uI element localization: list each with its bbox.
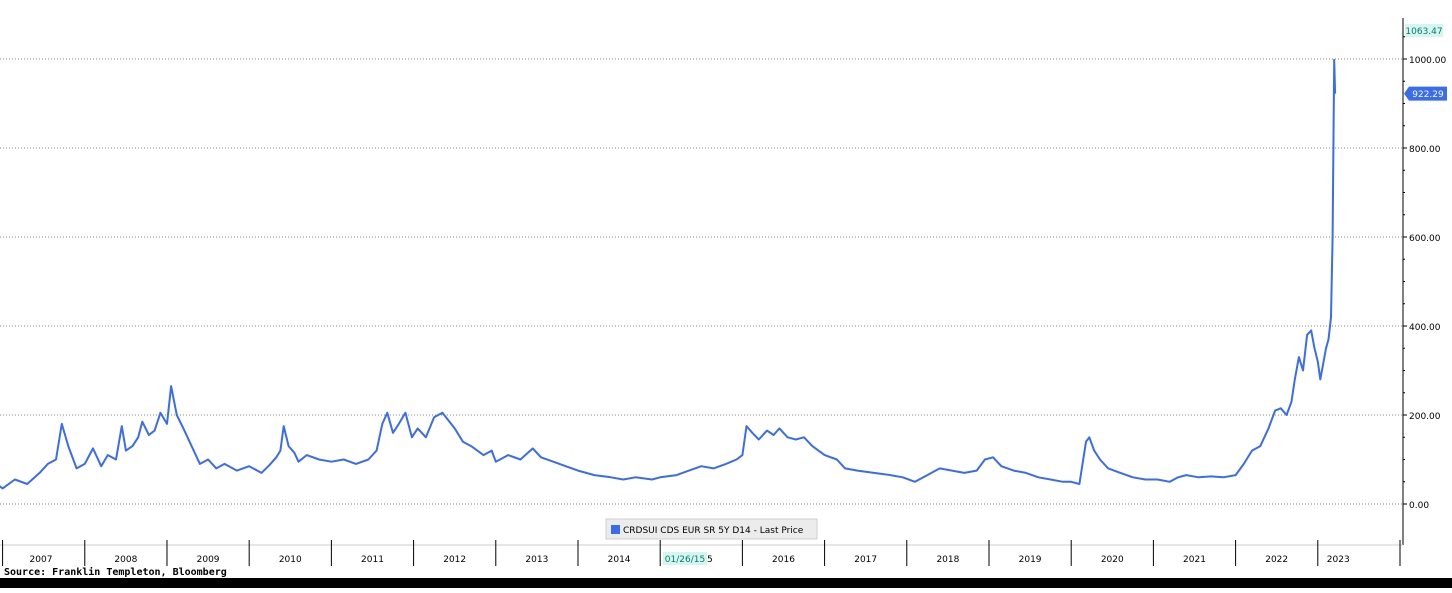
y-tick-label: 800.00 [1409,145,1441,155]
x-tick-label: 2014 [608,555,631,565]
bottom-rule [0,578,1452,588]
y-tick-label: 200.00 [1409,412,1441,422]
x-tick-label: 2017 [854,555,877,565]
x-tick-label: 2022 [1265,555,1288,565]
x-tick-label: 2010 [279,555,302,565]
x-tick-label: 2020 [1101,555,1124,565]
last-value-marker [1404,86,1447,101]
x-tick-label: 2011 [361,555,384,565]
x-tick-label: 2018 [936,555,959,565]
top-value-label: 1063.47 [1405,27,1442,37]
x-tick-label: 2009 [197,555,220,565]
x-tick-label: 2016 [772,555,795,565]
y-tick-label: 1000.00 [1409,56,1446,66]
cursor-date-box [663,552,707,565]
cursor-date-label: 01/26/15 [665,555,705,565]
last-value-label: 922.29 [1412,90,1444,100]
x-tick-label: 2023 [1327,555,1350,565]
x-tick-label: 2021 [1183,555,1206,565]
legend-swatch [611,525,620,534]
x-tick-label: 2012 [443,555,466,565]
y-tick-label: 600.00 [1409,234,1441,244]
x-tick-label: 2008 [114,555,137,565]
y-tick-label: 400.00 [1409,323,1441,333]
y-tick-label: 0.00 [1409,501,1429,511]
legend-label: CRDSUI CDS EUR SR 5Y D14 - Last Price [623,526,804,536]
x-tick-label: 2007 [30,555,53,565]
top-value-box [1405,24,1443,37]
x-tick-label: 2019 [1019,555,1042,565]
legend-box [605,518,818,540]
source-caption: Source: Franklin Templeton, Bloomberg [4,567,227,578]
x-tick-label: 2013 [525,555,548,565]
series-line [0,58,1337,490]
